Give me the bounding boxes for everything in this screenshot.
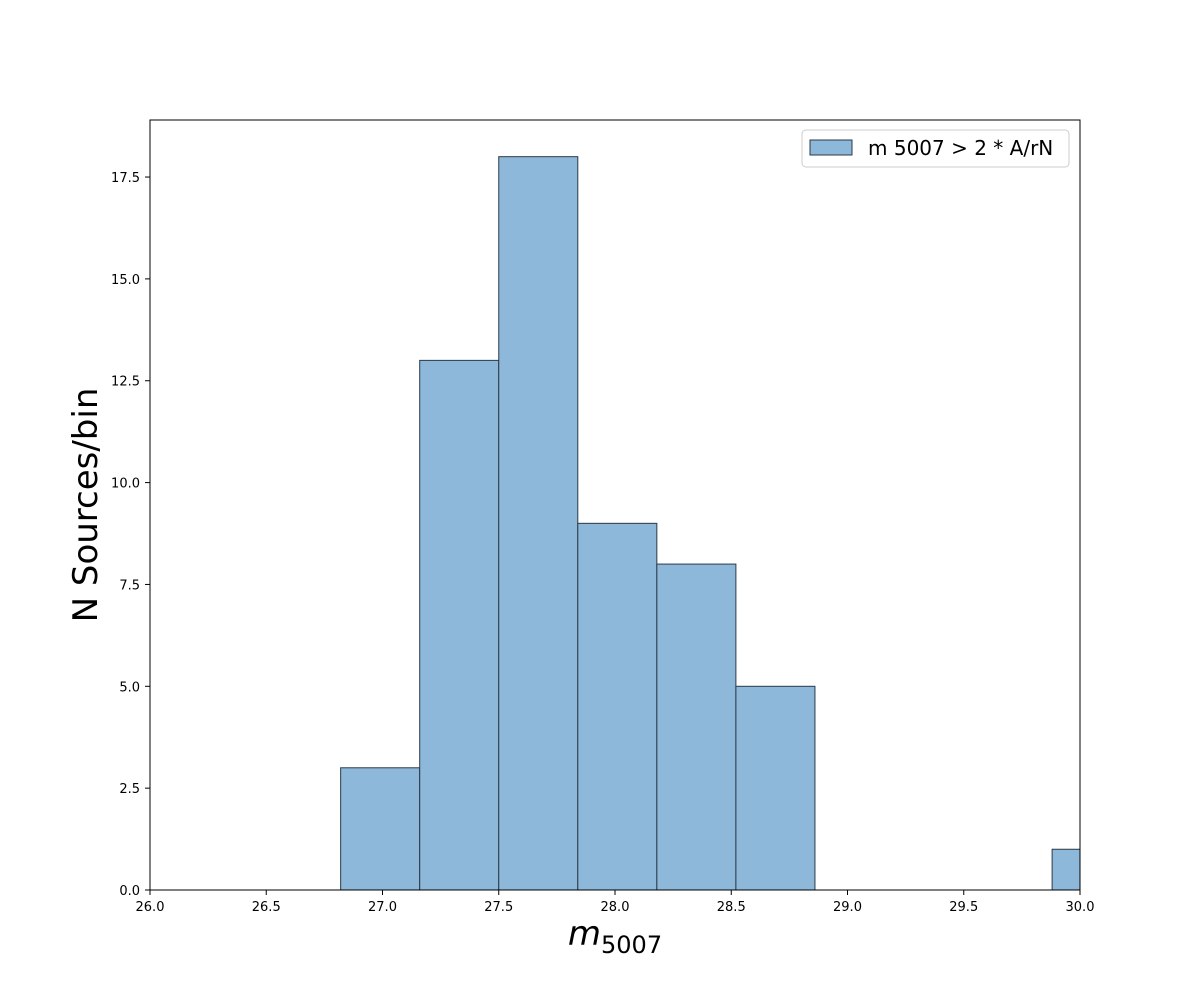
x-tick-label: 30.0 — [1066, 900, 1095, 915]
x-axis-label: m5007 — [568, 914, 662, 959]
x-tick-label: 29.0 — [833, 900, 862, 915]
histogram-bar — [577, 522, 658, 890]
y-tick-label: 10.0 — [111, 477, 140, 492]
y-axis-ticks: 0.0 2.5 5.0 7.5 10.0 12.5 15.0 17.5 — [111, 171, 150, 899]
x-tick-label: 26.0 — [136, 900, 165, 915]
histogram-bar — [419, 359, 500, 890]
y-tick-label: 5.0 — [119, 680, 140, 695]
histogram-bar — [735, 685, 816, 890]
histogram-bar — [498, 156, 579, 890]
bars-group — [340, 156, 1080, 890]
y-tick-label: 0.0 — [119, 884, 140, 899]
x-tick-label: 27.5 — [484, 900, 513, 915]
x-tick-label: 27.0 — [368, 900, 397, 915]
histogram-bar — [1051, 848, 1080, 890]
y-tick-label: 7.5 — [119, 578, 140, 593]
legend-swatch — [809, 139, 853, 156]
y-tick-label: 15.0 — [111, 273, 140, 288]
x-axis-ticks: 26.0 26.5 27.0 27.5 28.0 28.5 29.0 29.5 30.0 — [136, 890, 1095, 915]
histogram-bar — [340, 767, 421, 890]
x-tick-label: 28.0 — [601, 900, 630, 915]
y-tick-label: 12.5 — [111, 375, 140, 390]
x-axis-label-sub: 5007 — [601, 931, 662, 959]
histogram-bar — [656, 563, 737, 890]
x-axis-label-base: m — [568, 914, 601, 954]
y-tick-label: 2.5 — [119, 782, 140, 797]
legend: m 5007 > 2 * A/rN — [801, 129, 1070, 168]
legend-box — [801, 129, 1070, 168]
x-tick-label: 28.5 — [717, 900, 746, 915]
legend-label: m 5007 > 2 * A/rN — [868, 136, 1053, 160]
y-axis-label: N Sources/bin — [66, 388, 106, 623]
y-tick-label: 17.5 — [111, 171, 140, 186]
x-tick-label: 26.5 — [252, 900, 281, 915]
x-tick-label: 29.5 — [949, 900, 978, 915]
